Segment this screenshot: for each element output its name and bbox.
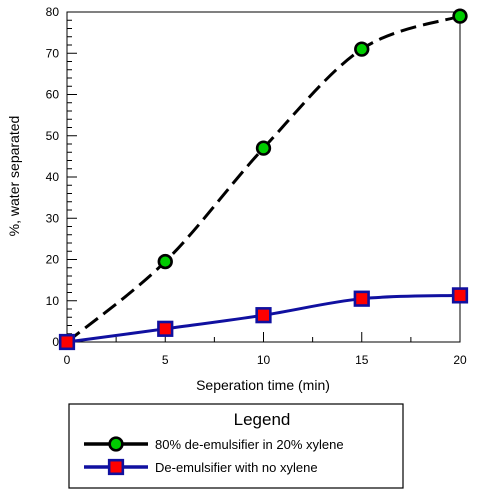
y-tick-label: 20 <box>46 253 60 267</box>
plot-area-border <box>66 11 461 343</box>
legend-label: 80% de-emulsifier in 20% xylene <box>155 437 344 452</box>
x-axis: 0 5 10 15 20 <box>64 332 467 367</box>
legend-title: Legend <box>234 410 291 429</box>
x-axis-title: Seperation time (min) <box>196 377 330 393</box>
legend-box <box>68 403 404 489</box>
x-tick-label: 20 <box>453 353 467 367</box>
y-tick-label: 50 <box>46 129 60 143</box>
data-point-circle <box>255 140 272 156</box>
y-axis-title: %, water separated <box>6 116 22 237</box>
data-point-square <box>353 290 370 307</box>
y-tick-label: 0 <box>52 335 59 349</box>
x-tick-label: 10 <box>257 353 271 367</box>
series-layer <box>58 8 469 351</box>
y-tick-label: 80 <box>46 5 60 19</box>
series-2 <box>58 287 469 351</box>
data-point-square <box>451 287 469 304</box>
data-point-circle <box>452 8 468 24</box>
data-point-circle <box>354 41 370 57</box>
y-axis: 0 10 20 30 40 50 60 70 80 <box>46 5 77 349</box>
data-point-square <box>107 458 125 476</box>
y-tick-label: 40 <box>46 170 60 184</box>
x-tick-label: 5 <box>162 353 169 367</box>
data-point-square <box>58 333 76 351</box>
plot-frame <box>66 11 461 343</box>
legend: Legend 80% de-emulsifier in 20% xylene De… <box>68 403 404 489</box>
data-point-circle <box>108 436 124 452</box>
data-point-square <box>157 320 174 337</box>
x-tick-label: 0 <box>64 353 71 367</box>
y-tick-label: 30 <box>46 211 60 225</box>
data-point-square <box>255 307 272 324</box>
y-tick-label: 60 <box>46 88 60 102</box>
legend-items: 80% de-emulsifier in 20% xylene De-emulsi… <box>84 436 344 476</box>
y-tick-label: 70 <box>46 46 60 60</box>
series-line <box>66 14 461 344</box>
legend-item: 80% de-emulsifier in 20% xylene <box>84 436 344 452</box>
legend-item: De-emulsifier with no xylene <box>84 458 318 476</box>
x-tick-label: 15 <box>355 353 369 367</box>
legend-label: De-emulsifier with no xylene <box>155 460 318 475</box>
y-tick-label: 10 <box>46 294 60 308</box>
data-point-circle <box>157 253 173 270</box>
